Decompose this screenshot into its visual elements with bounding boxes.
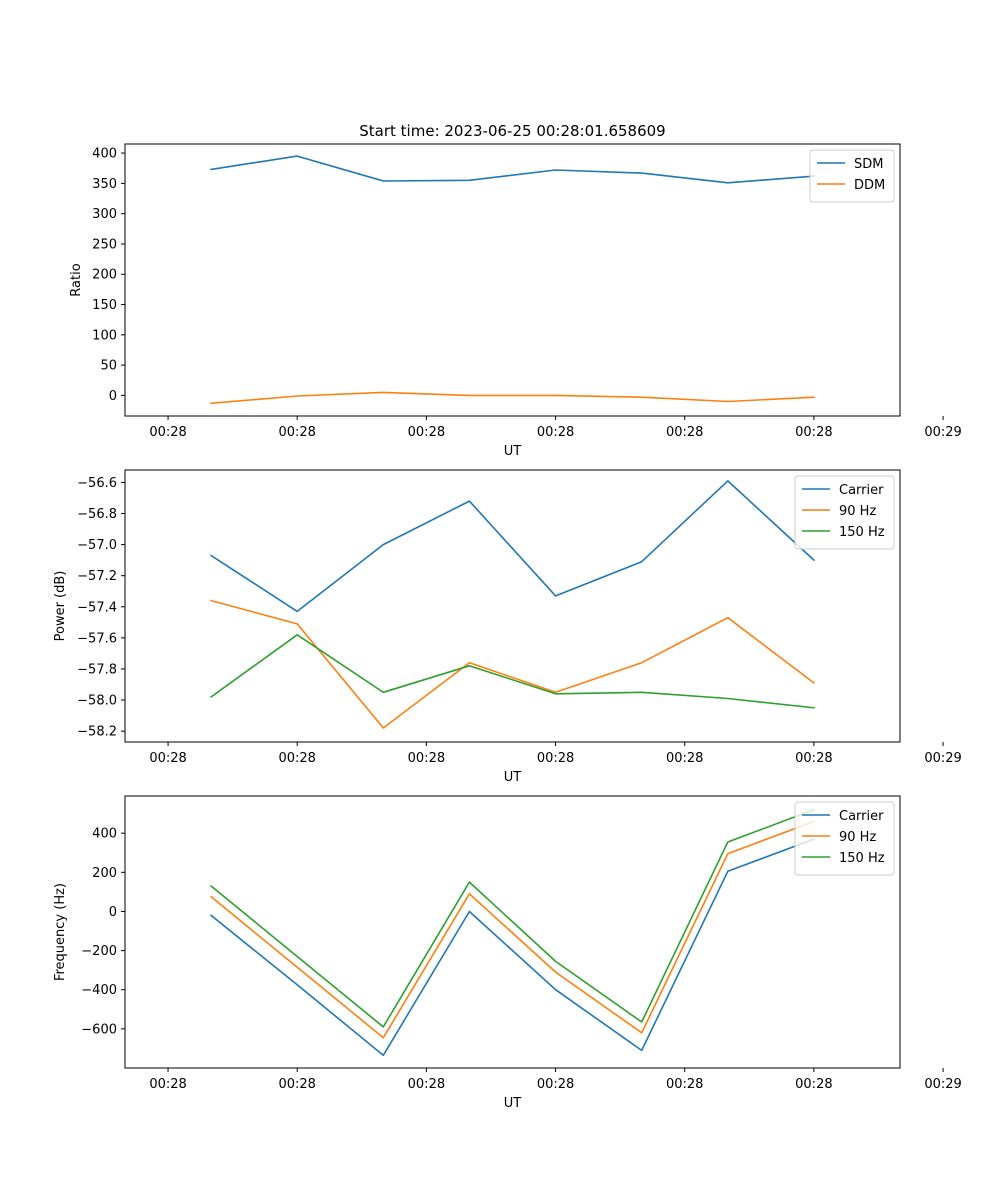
series-line-ddm [210,391,815,405]
axes-frame [124,143,901,417]
y-tick-label: 0 [109,905,117,920]
x-tick-label: 00:28 [795,1077,832,1092]
y-tick-label: 400 [92,147,117,162]
x-tick-label: 00:28 [666,751,703,766]
y-tick-label: 250 [92,237,117,252]
legend: Carrier 90 Hz 150 Hz [794,801,895,876]
y-tick-label: 200 [92,866,117,881]
x-tick-label: 00:29 [924,1077,961,1092]
x-axis-label: UT [504,770,522,785]
y-axis-label: Ratio [69,263,84,296]
legend-label: DDM [854,178,885,193]
x-axis-label: UT [504,444,522,459]
x-tick-label: 00:28 [278,751,315,766]
y-axis-label: Frequency (Hz) [53,883,68,981]
x-tick-label: 00:29 [924,425,961,440]
legend-label: 150 Hz [839,525,885,540]
y-tick-label: 150 [92,298,117,313]
legend-label: 90 Hz [839,504,876,519]
axes-frame [124,469,901,743]
y-tick-label: −57.0 [77,538,117,553]
x-tick-label: 00:28 [537,751,574,766]
x-tick-label: 00:28 [278,425,315,440]
series-line-150-hz [209,808,815,1028]
y-tick-label: −57.2 [77,569,117,584]
subplot-1: 00:28 00:28 00:28 00:28 00:28 00:28 00:29 0 50 10… [69,143,962,459]
axes-frame [124,795,901,1069]
x-tick-label: 00:28 [149,425,186,440]
legend-label: Carrier [839,483,884,498]
series-line-90-hz [210,599,816,729]
series-line-90-hz [209,820,815,1039]
y-tick-label: 300 [92,207,117,222]
figure-title: Start time: 2023-06-25 00:28:01.658609 [359,122,665,140]
y-tick-label: −56.6 [77,476,117,491]
series-line-150-hz [209,633,815,709]
y-tick-label: −200 [81,944,117,959]
legend-label: 150 Hz [839,851,885,866]
subplot-2: 00:28 00:28 00:28 00:28 00:28 00:28 00:29 −58.2… [53,469,962,785]
y-tick-label: −57.6 [77,631,117,646]
x-tick-label: 00:28 [408,425,445,440]
legend-label: Carrier [839,809,884,824]
legend: Carrier 90 Hz 150 Hz [794,475,895,550]
series-line-carrier [209,838,815,1057]
legend-label: SDM [854,157,883,172]
y-tick-label: 50 [100,359,117,374]
y-tick-label: 200 [92,268,117,283]
x-tick-label: 00:28 [408,1077,445,1092]
x-tick-label: 00:28 [666,1077,703,1092]
x-tick-label: 00:28 [537,425,574,440]
y-axis-label: Power (dB) [53,571,68,642]
y-tick-label: −57.8 [77,662,117,677]
y-tick-label: −58.0 [77,694,117,709]
y-tick-label: −400 [81,983,117,998]
series-line-carrier [209,480,816,613]
x-tick-label: 00:28 [149,751,186,766]
x-tick-label: 00:28 [408,751,445,766]
legend: SDM DDM [809,149,895,203]
x-tick-label: 00:28 [537,1077,574,1092]
y-tick-label: −56.8 [77,507,117,522]
legend-label: 90 Hz [839,830,876,845]
y-tick-label: 400 [92,827,117,842]
x-tick-label: 00:28 [149,1077,186,1092]
x-axis-label: UT [504,1096,522,1111]
y-tick-label: 100 [92,328,117,343]
x-tick-label: 00:28 [666,425,703,440]
x-tick-label: 00:28 [795,425,832,440]
subplot-3: 00:28 00:28 00:28 00:28 00:28 00:28 00:29 −600 −… [53,795,962,1111]
x-tick-label: 00:29 [924,751,961,766]
y-tick-label: −600 [81,1022,117,1037]
x-tick-label: 00:28 [278,1077,315,1092]
y-tick-label: −57.4 [77,600,117,615]
series-line-sdm [210,155,815,184]
y-tick-label: 0 [109,389,117,404]
x-tick-label: 00:28 [795,751,832,766]
y-tick-label: 350 [92,177,117,192]
y-tick-label: −58.2 [77,725,117,740]
